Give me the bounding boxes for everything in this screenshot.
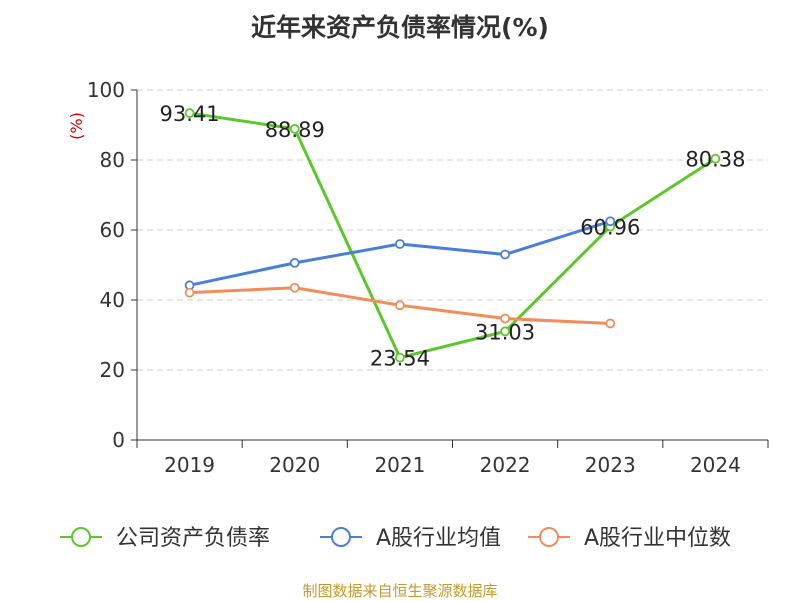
x-tick-label: 2024 (690, 453, 741, 477)
data-label: 60.96 (580, 216, 640, 240)
data-point (605, 318, 616, 329)
source-note: 制图数据来自恒生聚源数据库 (302, 582, 498, 600)
legend-swatch-marker (539, 527, 559, 547)
data-point (289, 123, 300, 134)
gridlines (137, 89, 768, 371)
legend-label: 公司资产负债率 (116, 526, 270, 551)
y-tick-label: 40 (100, 288, 125, 312)
y-tick-label: 80 (100, 148, 125, 172)
series-line-1 (189, 219, 611, 287)
data-point (500, 249, 510, 260)
legend-label: A股行业均值 (376, 526, 501, 551)
axes: 0 20 40 60 80 100 2019 2020 2021 2022 2023 2024 (%) (67, 78, 769, 477)
data-point (395, 352, 405, 363)
legend-item: A股行业中位数 (528, 526, 731, 551)
legend-item: A股行业均值 (320, 526, 501, 551)
data-point (289, 282, 300, 293)
data-point (605, 216, 616, 227)
data-labels: 93.41 88.89 23.54 31.03 60.96 80.38 (160, 102, 746, 371)
x-tick-label: 2021 (374, 453, 425, 477)
legend-swatch-marker (71, 527, 91, 547)
y-tick-label: 0 (112, 428, 125, 452)
data-point (289, 257, 300, 268)
data-point (500, 313, 510, 324)
data-label: 23.54 (370, 347, 430, 371)
legend-item: 公司资产负债率 (60, 526, 270, 551)
legend: 公司资产负债率 A股行业均值 A股行业中位数 (60, 526, 731, 551)
legend-swatch-marker (331, 527, 351, 547)
data-point (184, 108, 195, 118)
y-axis-label: (%) (67, 112, 86, 140)
data-label: 88.89 (265, 118, 325, 142)
y-tick-label: 60 (100, 218, 125, 242)
data-label: 80.38 (685, 148, 745, 172)
y-tick-label: 20 (100, 358, 125, 382)
data-point (395, 239, 405, 249)
series-line-0 (189, 111, 717, 360)
legend-label: A股行业中位数 (584, 526, 731, 551)
x-tick-label: 2019 (164, 453, 215, 477)
data-label: 31.03 (475, 320, 535, 344)
data-point (500, 326, 510, 337)
data-point (710, 153, 721, 164)
x-tick-label: 2022 (480, 453, 531, 477)
y-tick-label: 100 (87, 78, 125, 102)
data-label: 93.41 (160, 102, 220, 126)
data-point (395, 300, 405, 311)
series-lines (184, 108, 721, 363)
data-point (184, 287, 195, 298)
chart-title: 近年来资产负债率情况(%) (251, 13, 549, 42)
x-tick-label: 2020 (269, 453, 320, 477)
x-tick-label: 2023 (585, 453, 636, 477)
